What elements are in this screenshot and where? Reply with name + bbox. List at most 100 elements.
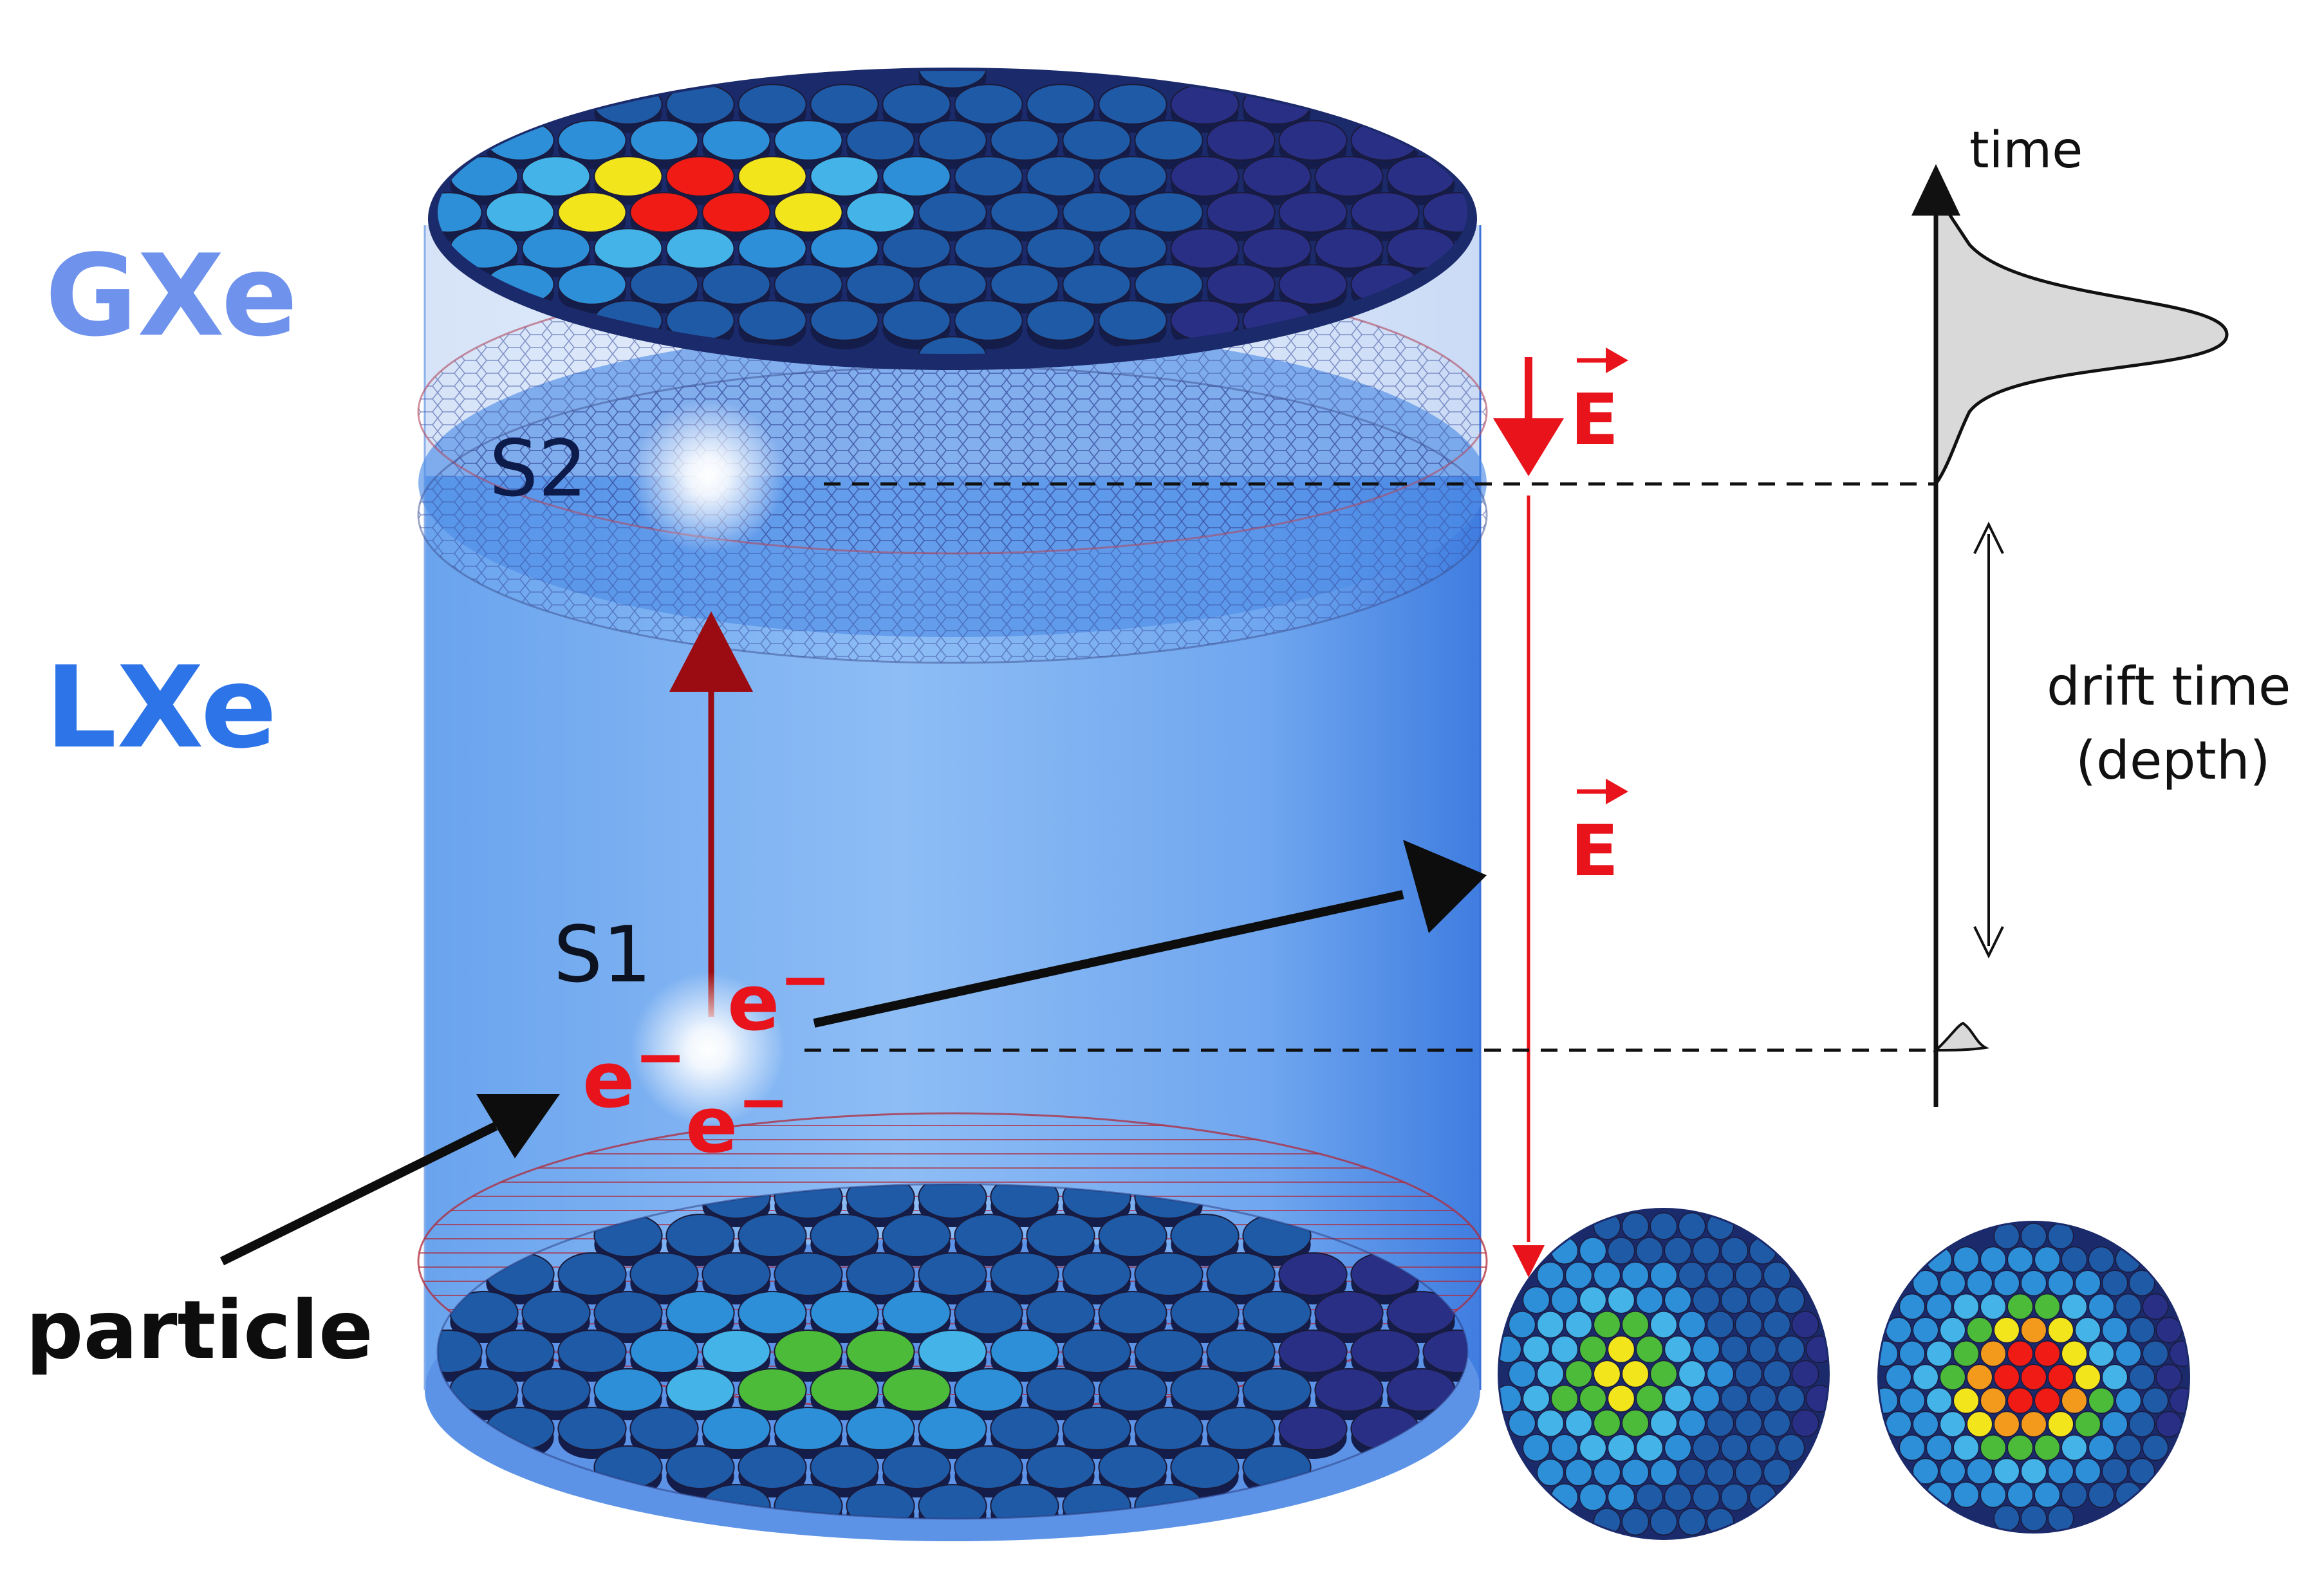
- electron-charge: −: [779, 945, 831, 1015]
- pmt: [2088, 1293, 2115, 1320]
- pmt: [1734, 1360, 1763, 1388]
- pmt: [774, 120, 843, 161]
- electron-1: e−: [727, 945, 831, 1048]
- pmt: [774, 1407, 843, 1451]
- pmt: [2047, 1317, 2074, 1344]
- pmt: [1993, 1223, 2020, 1250]
- electron-charge: −: [635, 1022, 686, 1093]
- pmt: [2101, 1317, 2128, 1344]
- pmt: [810, 228, 879, 269]
- s1-pulse: [1932, 1021, 1990, 1052]
- pmt: [1098, 300, 1167, 341]
- pmt: [1706, 1360, 1734, 1388]
- pmt: [1885, 1364, 1912, 1391]
- pmt: [1170, 228, 1240, 269]
- waveform-plot: time drift time (depth): [1911, 122, 2291, 1107]
- pmt: [1953, 1387, 1980, 1414]
- pmt: [1664, 1483, 1692, 1511]
- pmt: [1720, 1286, 1749, 1314]
- pmt: [521, 228, 591, 269]
- pmt: [2128, 1317, 2155, 1344]
- pmt: [1635, 1335, 1664, 1364]
- top-hit-pattern: [1877, 1221, 2190, 1534]
- pmt: [1565, 1261, 1593, 1290]
- pmt: [557, 1252, 627, 1296]
- pmt: [1062, 1407, 1131, 1451]
- pmt: [557, 120, 627, 161]
- pmt: [702, 1407, 771, 1451]
- pmt: [1565, 1360, 1593, 1388]
- pmt: [1966, 1411, 1993, 1438]
- pmt: [1966, 1270, 1993, 1297]
- pmt: [2128, 1364, 2155, 1391]
- pmt: [2061, 1340, 2088, 1367]
- time-axis-arrow: [1911, 164, 1960, 216]
- pmt: [1791, 1360, 1819, 1388]
- pmt: [2007, 1434, 2034, 1461]
- pmt: [1899, 1293, 1926, 1320]
- pmt: [1134, 264, 1204, 305]
- pmt: [882, 1368, 951, 1412]
- pmt: [1980, 1246, 2007, 1273]
- pmt: [2034, 1434, 2061, 1461]
- pmt: [1593, 1360, 1621, 1388]
- pmt: [1242, 1368, 1312, 1412]
- pmt: [1621, 1212, 1650, 1240]
- pmt: [438, 192, 483, 233]
- pmt: [1026, 156, 1095, 197]
- pmt: [1522, 1434, 1550, 1462]
- particle-label: particle: [26, 1284, 373, 1377]
- pmt: [2020, 1411, 2047, 1438]
- pmt: [990, 264, 1059, 305]
- pmt: [1650, 1409, 1678, 1437]
- pmt: [1926, 1481, 1953, 1508]
- pmt: [1621, 1360, 1650, 1388]
- pmt: [1550, 1286, 1579, 1314]
- pmt: [1650, 1261, 1678, 1290]
- pmt: [954, 1291, 1023, 1335]
- pmt: [1026, 1368, 1095, 1412]
- pmt: [2007, 1481, 2034, 1508]
- pmt: [1926, 1434, 1953, 1461]
- pmt: [1777, 1335, 1805, 1364]
- pmt: [810, 1368, 879, 1412]
- pmt: [1664, 1335, 1692, 1364]
- pmt: [2128, 1458, 2155, 1485]
- field-label-top: E: [1570, 378, 1619, 461]
- pmt: [2169, 1340, 2188, 1367]
- pmt: [1926, 1387, 1953, 1414]
- pmt: [1678, 1212, 1706, 1240]
- pmt: [1579, 1384, 1607, 1413]
- pmt: [593, 228, 663, 269]
- pmt: [1422, 192, 1467, 233]
- pmt: [2034, 1387, 2061, 1414]
- pmt: [1749, 1384, 1777, 1413]
- pmt: [1314, 1368, 1384, 1412]
- electron-charge: −: [738, 1067, 789, 1138]
- pmt: [918, 336, 987, 354]
- pmt: [1026, 228, 1095, 269]
- pmt: [1678, 1458, 1706, 1487]
- pmt: [1522, 1335, 1550, 1364]
- pmt: [738, 156, 807, 197]
- pmt: [2074, 1411, 2101, 1438]
- pmt: [2007, 1293, 2034, 1320]
- pmt: [1242, 156, 1312, 197]
- pmt: [2061, 1293, 2088, 1320]
- pmt: [1607, 1384, 1635, 1413]
- pmt: [485, 192, 555, 233]
- pmt: [1993, 1411, 2020, 1438]
- pmt: [2047, 1364, 2074, 1391]
- pmt: [2061, 1481, 2088, 1508]
- pmt: [1899, 1340, 1926, 1367]
- pmt: [702, 120, 771, 161]
- pmt: [1134, 1252, 1204, 1296]
- pmt: [665, 228, 735, 269]
- pmt: [1763, 1261, 1791, 1290]
- pmt: [1550, 1335, 1579, 1364]
- gxe-label: GXe: [45, 231, 298, 362]
- pmt: [882, 1445, 951, 1489]
- pmt: [1720, 1237, 1749, 1265]
- pmt: [2101, 1364, 2128, 1391]
